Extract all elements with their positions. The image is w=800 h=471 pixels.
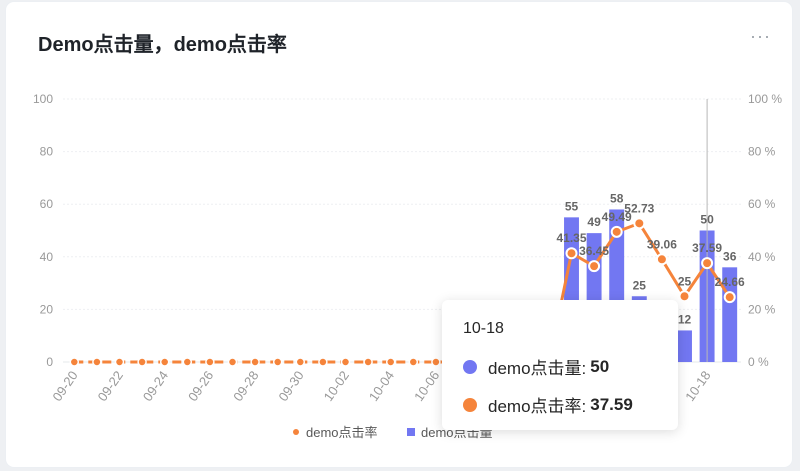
y-right-tick-label: 40 %: [748, 250, 776, 264]
line-point: [272, 357, 283, 367]
line-point: [205, 357, 215, 367]
line-data-label: 39.06: [647, 237, 677, 251]
tooltip-row-clicks: demo点击量: 50: [463, 354, 609, 379]
line-point: [363, 357, 373, 367]
line-point: [318, 357, 328, 367]
line-point: [295, 357, 306, 367]
bar: [677, 330, 692, 362]
more-options-icon[interactable]: ···: [750, 26, 771, 46]
card-title: Demo点击量，demo点击率: [38, 34, 287, 56]
tooltip-clicks-label: demo点击量:: [488, 359, 587, 378]
line-point: [655, 253, 668, 266]
line-point: [431, 357, 441, 367]
line-data-label: 24.66: [715, 275, 745, 289]
y-left-tick-label: 20: [40, 302, 54, 316]
x-tick-label: 09-22: [95, 368, 126, 404]
line-point: [137, 357, 147, 367]
y-left-tick-label: 40: [40, 250, 54, 264]
bar-data-label: 50: [700, 213, 714, 227]
line-point: [723, 291, 736, 304]
bar-data-label: 49: [587, 215, 601, 229]
y-right-tick-label: 60 %: [748, 197, 776, 211]
x-tick-label: 09-24: [140, 368, 171, 404]
line-data-label: 25: [678, 274, 692, 288]
line-point: [114, 357, 125, 367]
x-tick-label: 10-06: [411, 368, 442, 404]
line-point: [678, 290, 691, 303]
bar-data-label: 55: [565, 199, 579, 213]
y-left-tick-label: 100: [33, 92, 53, 106]
tooltip-clicks-value: 50: [590, 356, 610, 376]
y-left-tick-label: 0: [46, 355, 53, 369]
bar-data-label: 36: [723, 249, 737, 263]
x-tick-label: 09-30: [275, 368, 306, 404]
line-data-label: 41.35: [556, 231, 586, 245]
bar-data-label: 58: [610, 191, 624, 205]
y-left-tick-label: 80: [40, 145, 54, 159]
legend-line-marker: [293, 429, 299, 435]
chart-tooltip: 10-18 demo点击量: 50 demo点击率: 37.59: [442, 300, 678, 430]
line-point: [69, 357, 80, 367]
tooltip-rate-value: 37.59: [590, 394, 633, 414]
legend-line-label: demo点击率: [306, 425, 378, 440]
line-point: [340, 357, 351, 367]
x-tick-label: 09-26: [185, 368, 216, 404]
tooltip-rate-dot: [463, 397, 477, 412]
line-point: [92, 357, 102, 367]
y-right-tick-label: 0 %: [748, 355, 769, 369]
line-data-label: 52.73: [624, 201, 654, 215]
line-point: [159, 357, 170, 367]
x-tick-label: 10-18: [682, 368, 713, 404]
line-point: [250, 357, 260, 367]
line-point: [610, 225, 623, 238]
y-left-tick-label: 60: [40, 197, 54, 211]
bar-data-label: 25: [633, 278, 647, 292]
tooltip-clicks-dot: [463, 359, 477, 374]
line-point: [227, 357, 238, 367]
line-point: [701, 257, 714, 270]
tooltip-title: 10-18: [463, 320, 504, 337]
tooltip-row-rate: demo点击率: 37.59: [463, 392, 633, 417]
bar-data-label: 12: [678, 312, 692, 326]
x-tick-label: 10-04: [366, 368, 397, 404]
y-right-tick-label: 80 %: [748, 145, 776, 159]
tooltip-rate-label: demo点击率:: [488, 397, 587, 416]
x-tick-label: 10-02: [321, 368, 352, 404]
legend-bar-marker: [407, 428, 415, 436]
x-tick-label: 09-20: [49, 368, 80, 404]
line-point: [588, 260, 601, 273]
line-data-label: 49.49: [602, 210, 632, 224]
line-data-label: 36.45: [579, 244, 609, 258]
line-point: [408, 357, 419, 367]
y-right-tick-label: 100 %: [748, 92, 782, 106]
line-point: [182, 357, 193, 367]
y-right-tick-label: 20 %: [748, 302, 776, 316]
line-point: [565, 247, 578, 260]
x-tick-label: 09-28: [230, 368, 261, 404]
line-point: [385, 357, 396, 367]
line-data-label: 37.59: [692, 241, 722, 255]
line-point: [633, 217, 646, 230]
